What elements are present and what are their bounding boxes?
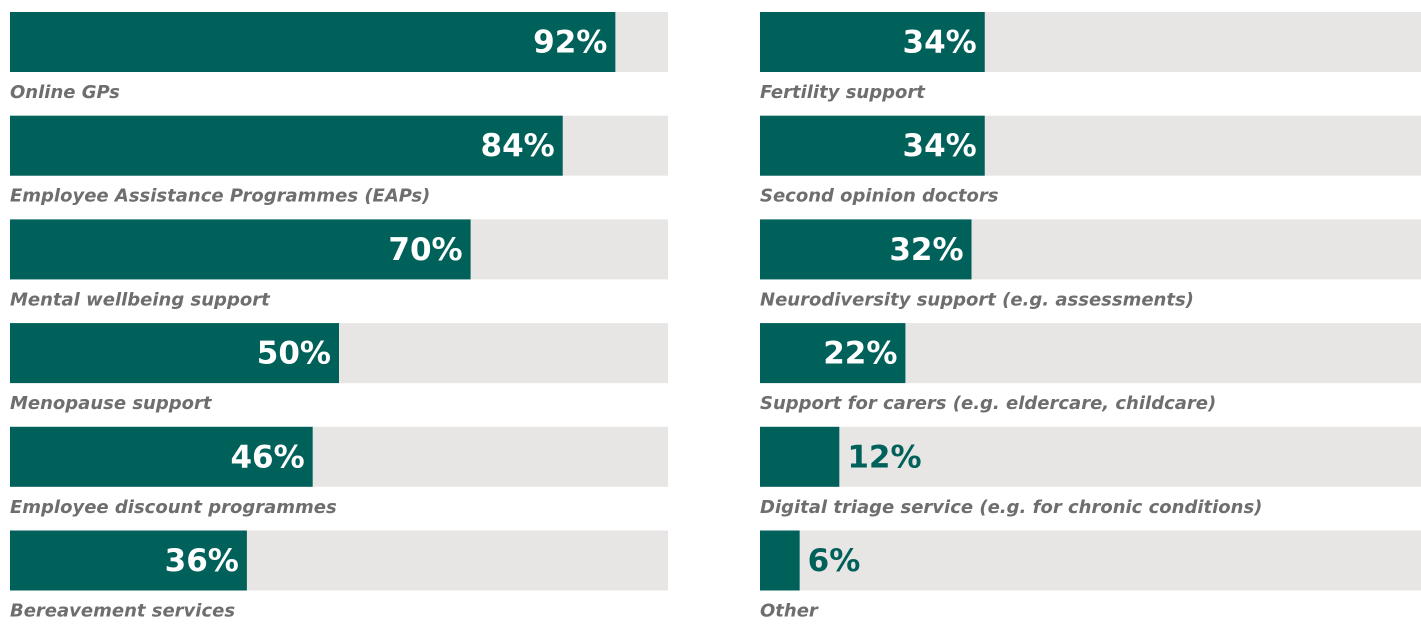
- category-label: Second opinion doctors: [760, 186, 999, 207]
- value-label: 92%: [533, 25, 607, 61]
- bar: [760, 530, 800, 591]
- value-label: 84%: [481, 128, 555, 164]
- value-label: 46%: [230, 439, 304, 475]
- bar: [760, 219, 972, 280]
- value-label: 32%: [889, 232, 963, 268]
- bar: [760, 426, 840, 487]
- value-label: 34%: [903, 128, 977, 164]
- category-label: Neurodiversity support (e.g. assessments…: [760, 289, 1194, 310]
- bar: [760, 323, 906, 384]
- value-label: 50%: [257, 336, 331, 372]
- value-label: 12%: [847, 439, 921, 475]
- value-label: 22%: [823, 336, 897, 372]
- bar: [10, 530, 247, 591]
- category-label: Bereavement services: [10, 601, 235, 622]
- category-label: Menopause support: [10, 393, 213, 414]
- category-label: Employee Assistance Programmes (EAPs): [10, 186, 430, 207]
- bar: [760, 12, 985, 72]
- category-label: Mental wellbeing support: [10, 289, 271, 310]
- bar: [10, 12, 616, 72]
- bar: [10, 426, 313, 487]
- category-label: Online GPs: [10, 82, 120, 103]
- bar-track: [760, 426, 1421, 487]
- value-label: 36%: [165, 543, 239, 579]
- value-label: 34%: [903, 25, 977, 61]
- category-label: Support for carers (e.g. eldercare, chil…: [760, 393, 1216, 414]
- category-label: Employee discount programmes: [10, 497, 337, 518]
- bar: [760, 115, 985, 176]
- bar-track: [760, 530, 1421, 591]
- category-label: Digital triage service (e.g. for chronic…: [760, 497, 1262, 518]
- bar: [10, 219, 471, 280]
- value-label: 6%: [808, 543, 861, 579]
- value-label: 70%: [388, 232, 462, 268]
- bar: [10, 115, 563, 176]
- category-label: Other: [760, 601, 819, 622]
- category-label: Fertility support: [760, 82, 926, 103]
- bar: [10, 323, 339, 384]
